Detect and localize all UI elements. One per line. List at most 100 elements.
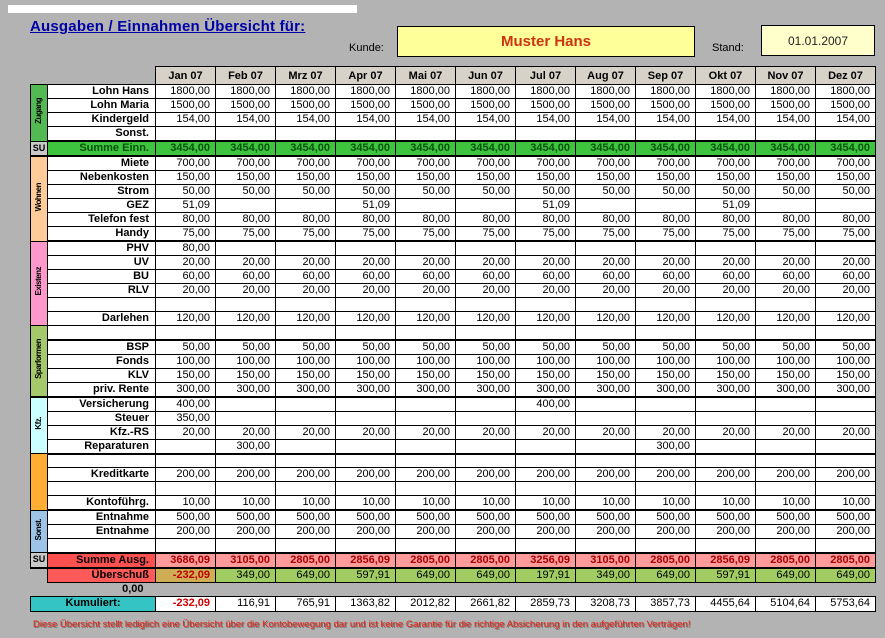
value-cell[interactable]: 20,00 xyxy=(455,283,516,298)
value-cell[interactable]: 20,00 xyxy=(215,255,276,270)
value-cell[interactable]: 1800,00 xyxy=(335,84,396,99)
value-cell[interactable]: 200,00 xyxy=(575,467,636,482)
value-cell[interactable]: 51,09 xyxy=(155,198,216,213)
value-cell[interactable]: 50,00 xyxy=(275,184,336,199)
value-cell[interactable]: 50,00 xyxy=(155,184,216,199)
value-cell[interactable]: 150,00 xyxy=(635,367,696,383)
value-cell[interactable]: 150,00 xyxy=(155,367,216,383)
value-cell[interactable]: 20,00 xyxy=(395,255,456,270)
value-cell[interactable]: 75,00 xyxy=(395,226,456,242)
value-cell[interactable]: 100,00 xyxy=(755,353,816,369)
value-cell[interactable]: 500,00 xyxy=(755,509,816,525)
value-cell[interactable]: 60,00 xyxy=(755,269,816,284)
value-cell[interactable]: 20,00 xyxy=(515,283,576,298)
value-cell[interactable] xyxy=(215,198,276,213)
value-cell[interactable]: 100,00 xyxy=(635,353,696,369)
value-cell[interactable] xyxy=(515,240,576,256)
value-cell[interactable] xyxy=(815,410,876,426)
value-cell[interactable]: 75,00 xyxy=(155,226,216,242)
value-cell[interactable]: 100,00 xyxy=(815,353,876,369)
value-cell[interactable]: 1800,00 xyxy=(395,84,456,99)
value-cell[interactable] xyxy=(635,198,696,213)
value-cell[interactable]: 50,00 xyxy=(575,184,636,199)
customer-name-field[interactable]: Muster Hans xyxy=(397,26,695,57)
value-cell[interactable]: 200,00 xyxy=(635,467,696,482)
value-cell[interactable]: 10,00 xyxy=(275,495,336,511)
value-cell[interactable]: 20,00 xyxy=(215,424,276,440)
value-cell[interactable]: 20,00 xyxy=(275,255,336,270)
value-cell[interactable]: 154,00 xyxy=(575,112,636,127)
value-cell[interactable]: 60,00 xyxy=(815,269,876,284)
value-cell[interactable]: 60,00 xyxy=(335,269,396,284)
value-cell[interactable]: 700,00 xyxy=(515,155,576,171)
value-cell[interactable]: 80,00 xyxy=(815,212,876,227)
value-cell[interactable]: 300,00 xyxy=(215,438,276,455)
value-cell[interactable] xyxy=(155,325,216,341)
value-cell[interactable] xyxy=(635,453,696,468)
value-cell[interactable]: 200,00 xyxy=(335,467,396,482)
value-cell[interactable]: 20,00 xyxy=(215,283,276,298)
value-cell[interactable]: 50,00 xyxy=(275,339,336,355)
value-cell[interactable] xyxy=(515,481,576,496)
value-cell[interactable]: 20,00 xyxy=(275,424,336,440)
value-cell[interactable]: 60,00 xyxy=(635,269,696,284)
value-cell[interactable]: 120,00 xyxy=(635,311,696,326)
value-cell[interactable]: 20,00 xyxy=(755,283,816,298)
value-cell[interactable]: 1500,00 xyxy=(275,98,336,113)
value-cell[interactable]: 1500,00 xyxy=(695,98,756,113)
value-cell[interactable]: 700,00 xyxy=(395,155,456,171)
value-cell[interactable]: 700,00 xyxy=(575,155,636,171)
value-cell[interactable] xyxy=(695,481,756,496)
value-cell[interactable] xyxy=(455,325,516,341)
value-cell[interactable]: 20,00 xyxy=(335,283,396,298)
value-cell[interactable]: 300,00 xyxy=(635,381,696,398)
value-cell[interactable]: 10,00 xyxy=(155,495,216,511)
value-cell[interactable] xyxy=(155,453,216,468)
value-cell[interactable]: 20,00 xyxy=(575,283,636,298)
value-cell[interactable]: 20,00 xyxy=(275,283,336,298)
value-cell[interactable] xyxy=(815,438,876,455)
value-cell[interactable] xyxy=(335,410,396,426)
value-cell[interactable]: 75,00 xyxy=(695,226,756,242)
value-cell[interactable]: 200,00 xyxy=(395,467,456,482)
value-cell[interactable]: 10,00 xyxy=(515,495,576,511)
value-cell[interactable]: 100,00 xyxy=(155,353,216,369)
value-cell[interactable]: 10,00 xyxy=(335,495,396,511)
value-cell[interactable] xyxy=(575,538,636,554)
value-cell[interactable] xyxy=(155,538,216,554)
value-cell[interactable]: 300,00 xyxy=(215,381,276,398)
value-cell[interactable]: 700,00 xyxy=(695,155,756,171)
value-cell[interactable]: 80,00 xyxy=(515,212,576,227)
value-cell[interactable]: 154,00 xyxy=(215,112,276,127)
value-cell[interactable]: 400,00 xyxy=(155,396,216,412)
value-cell[interactable] xyxy=(755,453,816,468)
value-cell[interactable] xyxy=(635,240,696,256)
value-cell[interactable]: 150,00 xyxy=(815,367,876,383)
value-cell[interactable]: 20,00 xyxy=(395,283,456,298)
value-cell[interactable]: 75,00 xyxy=(575,226,636,242)
value-cell[interactable] xyxy=(755,481,816,496)
value-cell[interactable]: 50,00 xyxy=(155,339,216,355)
value-cell[interactable]: 75,00 xyxy=(215,226,276,242)
value-cell[interactable] xyxy=(275,453,336,468)
value-cell[interactable]: 150,00 xyxy=(275,170,336,185)
value-cell[interactable]: 100,00 xyxy=(455,353,516,369)
value-cell[interactable]: 10,00 xyxy=(575,495,636,511)
value-cell[interactable] xyxy=(215,325,276,341)
value-cell[interactable]: 500,00 xyxy=(635,509,696,525)
value-cell[interactable] xyxy=(575,453,636,468)
value-cell[interactable]: 75,00 xyxy=(275,226,336,242)
value-cell[interactable]: 120,00 xyxy=(275,311,336,326)
value-cell[interactable]: 150,00 xyxy=(755,170,816,185)
value-cell[interactable]: 150,00 xyxy=(515,367,576,383)
value-cell[interactable] xyxy=(575,126,636,142)
value-cell[interactable]: 300,00 xyxy=(275,381,336,398)
value-cell[interactable]: 60,00 xyxy=(395,269,456,284)
value-cell[interactable]: 150,00 xyxy=(335,367,396,383)
value-cell[interactable]: 1500,00 xyxy=(455,98,516,113)
value-cell[interactable] xyxy=(575,438,636,455)
value-cell[interactable]: 50,00 xyxy=(755,184,816,199)
value-cell[interactable]: 80,00 xyxy=(155,212,216,227)
value-cell[interactable]: 20,00 xyxy=(515,255,576,270)
value-cell[interactable] xyxy=(215,297,276,312)
